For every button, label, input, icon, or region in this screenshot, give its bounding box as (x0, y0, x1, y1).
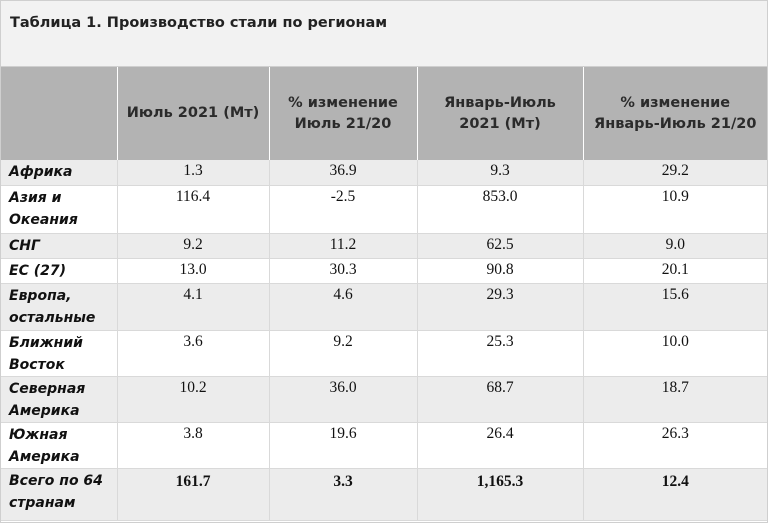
table-row: Европа, остальные 4.1 4.6 29.3 15.6 (1, 283, 767, 331)
header-jan-jul-2021: Январь-Июль 2021 (Мт) (417, 67, 584, 160)
july-change-cell: 11.2 (269, 233, 418, 259)
table-row: ЕС (27) 13.0 30.3 90.8 20.1 (1, 258, 767, 284)
ytd-change-cell: 10.9 (583, 185, 767, 234)
ytd-value-cell: 25.3 (417, 330, 584, 377)
july-value-cell: 9.2 (117, 233, 270, 259)
steel-production-table: Июль 2021 (Мт) % изменение Июль 21/20 Ян… (1, 67, 767, 521)
july-change-cell: 9.2 (269, 330, 418, 377)
ytd-change-cell: 26.3 (583, 422, 767, 469)
july-value-cell: 1.3 (117, 160, 270, 186)
total-july-value-cell: 161.7 (117, 468, 270, 521)
ytd-change-cell: 20.1 (583, 258, 767, 284)
region-cell: СНГ (1, 233, 118, 259)
table-row: СНГ 9.2 11.2 62.5 9.0 (1, 233, 767, 259)
ytd-value-cell: 68.7 (417, 376, 584, 423)
region-cell: Ближний Восток (1, 330, 118, 377)
ytd-value-cell: 29.3 (417, 283, 584, 331)
table-caption: Таблица 1. Производство стали по региона… (1, 1, 767, 67)
table-row: Азия и Океания 116.4 -2.5 853.0 10.9 (1, 185, 767, 234)
header-region (1, 67, 118, 160)
july-value-cell: 116.4 (117, 185, 270, 234)
ytd-value-cell: 90.8 (417, 258, 584, 284)
ytd-change-cell: 9.0 (583, 233, 767, 259)
region-cell: Северная Америка (1, 376, 118, 423)
total-row: Всего по 64 странам 161.7 3.3 1,165.3 12… (1, 468, 767, 521)
header-july-2021: Июль 2021 (Мт) (117, 67, 270, 160)
region-cell: Азия и Океания (1, 185, 118, 234)
total-ytd-change-cell: 12.4 (583, 468, 767, 521)
table-row: Ближний Восток 3.6 9.2 25.3 10.0 (1, 330, 767, 377)
ytd-change-cell: 29.2 (583, 160, 767, 186)
july-value-cell: 10.2 (117, 376, 270, 423)
region-cell: ЕС (27) (1, 258, 118, 284)
july-value-cell: 3.6 (117, 330, 270, 377)
july-change-cell: 36.9 (269, 160, 418, 186)
july-value-cell: 4.1 (117, 283, 270, 331)
ytd-value-cell: 853.0 (417, 185, 584, 234)
ytd-value-cell: 26.4 (417, 422, 584, 469)
july-change-cell: 19.6 (269, 422, 418, 469)
july-change-cell: -2.5 (269, 185, 418, 234)
region-cell: Южная Америка (1, 422, 118, 469)
table-row: Южная Америка 3.8 19.6 26.4 26.3 (1, 422, 767, 469)
total-label-cell: Всего по 64 странам (1, 468, 118, 521)
ytd-change-cell: 15.6 (583, 283, 767, 331)
ytd-change-cell: 10.0 (583, 330, 767, 377)
ytd-value-cell: 62.5 (417, 233, 584, 259)
table-row: Северная Америка 10.2 36.0 68.7 18.7 (1, 376, 767, 423)
region-cell: Африка (1, 160, 118, 186)
header-july-change: % изменение Июль 21/20 (269, 67, 418, 160)
total-july-change-cell: 3.3 (269, 468, 418, 521)
ytd-value-cell: 9.3 (417, 160, 584, 186)
july-change-cell: 36.0 (269, 376, 418, 423)
ytd-change-cell: 18.7 (583, 376, 767, 423)
july-change-cell: 4.6 (269, 283, 418, 331)
region-cell: Европа, остальные (1, 283, 118, 331)
july-value-cell: 13.0 (117, 258, 270, 284)
total-ytd-value-cell: 1,165.3 (417, 468, 584, 521)
header-row: Июль 2021 (Мт) % изменение Июль 21/20 Ян… (1, 67, 767, 160)
header-jan-jul-change: % изменение Январь-Июль 21/20 (583, 67, 767, 160)
july-value-cell: 3.8 (117, 422, 270, 469)
july-change-cell: 30.3 (269, 258, 418, 284)
table-row: Африка 1.3 36.9 9.3 29.2 (1, 160, 767, 186)
